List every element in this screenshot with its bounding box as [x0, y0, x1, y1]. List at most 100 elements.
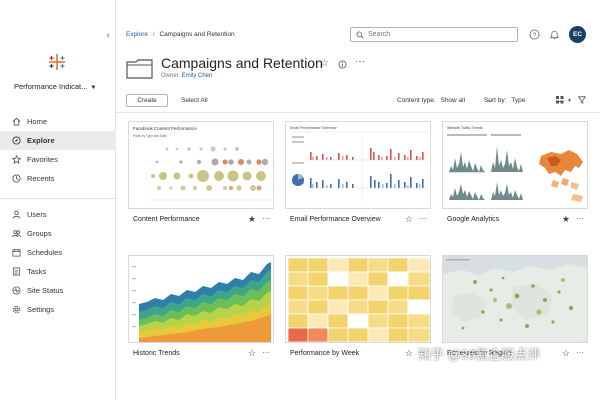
workbook-thumbnail[interactable]: Email Performance Overview [285, 121, 431, 209]
owner-name-link[interactable]: Emily Chen [181, 73, 213, 79]
sidebar-item-favorites[interactable]: Favorites [0, 150, 116, 169]
sidebar-item-label: Groups [27, 229, 52, 238]
toolbar: Create Select All Content type: Show all… [116, 92, 600, 110]
home-icon [11, 117, 21, 127]
search-icon [356, 31, 364, 39]
card-footer: Email Performance Overview ☆ ··· [285, 212, 431, 230]
help-icon[interactable]: ? [528, 28, 540, 40]
workbook-card-content-performance[interactable]: Facebook Content Performance Posts by Ty… [128, 121, 274, 230]
breadcrumb-explore-link[interactable]: Explore [126, 31, 149, 38]
thumb-title: Website Traffic Trends [447, 126, 483, 130]
sidebar-item-schedules[interactable]: Schedules [0, 243, 116, 262]
card-title[interactable]: Renewals by Region [447, 350, 512, 357]
workbook-thumbnail[interactable]: Website Traffic Trends [442, 121, 588, 209]
breadcrumb-current: Campaigns and Retention [159, 31, 235, 38]
card-title[interactable]: Performance by Week [290, 350, 360, 357]
card-footer: Renewals by Region ☆ ··· [442, 346, 588, 364]
card-title[interactable]: Historic Trends [133, 350, 180, 357]
sidebar-item-label: Favorites [27, 155, 58, 164]
chevron-down-icon: ⌄ [557, 98, 563, 104]
sidebar-item-label: Users [27, 210, 47, 219]
sidebar-item-label: Explore [27, 136, 55, 145]
create-button[interactable]: Create [126, 94, 168, 107]
favorite-star-filled-icon[interactable]: ★ [561, 214, 570, 224]
user-avatar[interactable]: EC [569, 26, 586, 43]
workbook-card-email-performance[interactable]: Email Performance Overview [285, 121, 431, 230]
favorite-star-icon[interactable]: ☆ [320, 58, 329, 69]
sidebar-item-label: Tasks [27, 267, 47, 276]
content-type-label: Content type: [397, 97, 436, 104]
sidebar-item-recents[interactable]: Recents [0, 169, 116, 188]
breadcrumb: Explore / Campaigns and Retention [126, 31, 235, 38]
content-type-value: Show all [440, 97, 466, 104]
favorite-star-outline-icon[interactable]: ☆ [247, 348, 256, 358]
toolbar-divider [116, 112, 600, 113]
workbook-thumbnail[interactable] [285, 255, 431, 343]
tableau-logo-icon [49, 54, 65, 70]
site-switcher[interactable]: Performance Indicat... ▼ [14, 82, 96, 91]
workbook-thumbnail[interactable] [128, 255, 274, 343]
sidebar-item-users[interactable]: Users [0, 205, 116, 224]
sidebar-item-label: Site Status [27, 286, 64, 295]
folder-icon [126, 59, 153, 79]
sidebar-item-site-status[interactable]: Site Status [0, 281, 116, 300]
sort-by-filter[interactable]: Sort by: Type ⌄ [484, 97, 562, 104]
sidebar-item-label: Schedules [27, 248, 63, 257]
sidebar-item-label: Settings [27, 305, 55, 314]
star-icon [11, 155, 21, 165]
breadcrumb-separator: / [152, 31, 155, 38]
compass-icon [11, 136, 21, 146]
users-icon [11, 210, 21, 220]
sidebar-item-explore[interactable]: Explore [0, 131, 116, 150]
collapse-sidebar-icon[interactable]: ‹ [106, 30, 110, 41]
search-box[interactable] [350, 27, 518, 42]
page-title: Campaigns and Retention [161, 55, 323, 71]
card-title[interactable]: Google Analytics [447, 216, 500, 223]
favorite-star-filled-icon[interactable]: ★ [247, 214, 256, 224]
thumb-title: Facebook Content Performance [133, 126, 197, 131]
grid-view-icon[interactable] [556, 96, 564, 106]
sidebar-item-settings[interactable]: Settings [0, 300, 116, 319]
view-dropdown-icon[interactable]: ▼ [567, 98, 572, 104]
card-footer: Content Performance ★ ··· [128, 212, 274, 230]
workbook-card-historic-trends[interactable]: Historic Trends ☆ ··· [128, 255, 274, 364]
info-icon[interactable] [338, 58, 347, 72]
card-title[interactable]: Content Performance [133, 216, 200, 223]
more-options-icon[interactable]: ··· [419, 348, 427, 357]
favorite-star-outline-icon[interactable]: ☆ [404, 348, 413, 358]
sidebar-item-tasks[interactable]: Tasks [0, 262, 116, 281]
sort-label: Sort by: [484, 97, 507, 104]
content-type-filter[interactable]: Content type: Show all ⌄ [397, 97, 492, 104]
sidebar-item-home[interactable]: Home [0, 112, 116, 131]
top-bar: Explore / Campaigns and Retention ? EC [116, 0, 600, 50]
card-footer: Google Analytics ★ ··· [442, 212, 588, 230]
workbook-card-performance-by-week[interactable]: Performance by Week ☆ ··· [285, 255, 431, 364]
workbook-card-renewals-by-region[interactable]: Renewals by Region ☆ ··· [442, 255, 588, 364]
more-options-icon[interactable]: ··· [576, 348, 584, 357]
more-actions-icon[interactable]: ··· [355, 56, 365, 67]
workbook-thumbnail[interactable] [442, 255, 588, 343]
more-options-icon[interactable]: ··· [419, 214, 427, 223]
calendar-icon [11, 248, 21, 258]
favorite-star-outline-icon[interactable]: ☆ [404, 214, 413, 224]
more-options-icon[interactable]: ··· [576, 214, 584, 223]
owner-label: Owner [161, 73, 179, 79]
search-input[interactable] [368, 31, 508, 38]
thumb-subtitle: Posts by Type and Date [133, 134, 167, 138]
svg-text:?: ? [532, 31, 536, 38]
nav-divider [0, 198, 116, 199]
favorite-star-outline-icon[interactable]: ☆ [561, 348, 570, 358]
more-options-icon[interactable]: ··· [262, 348, 270, 357]
thumb-title: Email Performance Overview [290, 126, 337, 130]
select-all-link[interactable]: Select All [181, 97, 208, 104]
filter-icon[interactable] [577, 96, 587, 106]
workbook-thumbnail[interactable]: Facebook Content Performance Posts by Ty… [128, 121, 274, 209]
card-footer: Historic Trends ☆ ··· [128, 346, 274, 364]
more-options-icon[interactable]: ··· [262, 214, 270, 223]
sidebar-item-groups[interactable]: Groups [0, 224, 116, 243]
workbook-card-google-analytics[interactable]: Website Traffic Trends Google Analytics … [442, 121, 588, 230]
status-icon [11, 286, 21, 296]
card-title[interactable]: Email Performance Overview [290, 216, 381, 223]
notifications-bell-icon[interactable] [548, 28, 560, 40]
owner-line: Owner Emily Chen [161, 73, 212, 79]
